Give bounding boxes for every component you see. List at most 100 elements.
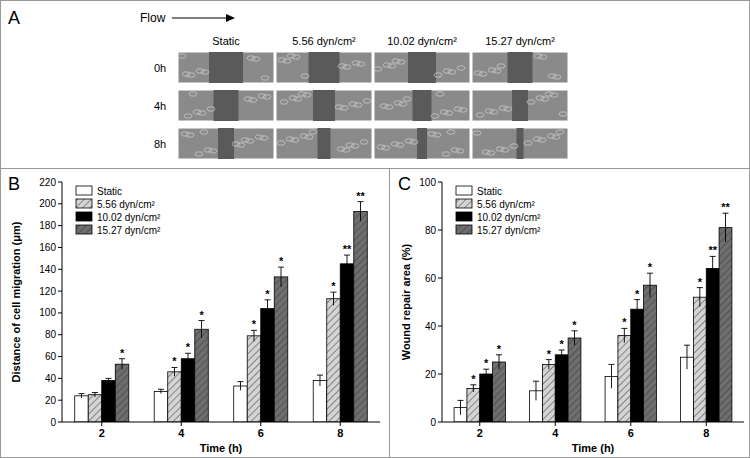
- y-tick-label: 60: [45, 351, 57, 362]
- micrograph: [276, 90, 372, 121]
- legend-swatch: [456, 199, 472, 208]
- x-tick-label: 6: [628, 427, 634, 439]
- legend: Static5.56 dyn/cm²10.02 dyn/cm²15.27 dyn…: [76, 186, 161, 236]
- panel-label: A: [8, 8, 20, 28]
- bar: [467, 388, 480, 422]
- x-tick-label: 2: [99, 427, 105, 439]
- bar: [644, 285, 657, 422]
- bar: [181, 359, 195, 422]
- x-axis-label: Time (h): [572, 442, 615, 454]
- bar: [568, 338, 581, 422]
- legend-label: 5.56 dyn/cm²: [477, 199, 535, 210]
- bar: [88, 395, 102, 422]
- x-tick-label: 4: [552, 427, 559, 439]
- y-tick: [438, 374, 442, 375]
- y-tick-label: 0: [50, 417, 56, 428]
- bar: [195, 329, 209, 422]
- bars: [454, 213, 732, 422]
- micrograph: [178, 128, 274, 159]
- bar: [261, 309, 275, 422]
- bar: [234, 386, 248, 422]
- error-bar: [572, 331, 578, 345]
- y-tick: [58, 247, 62, 248]
- x-axis-label: Time (h): [200, 442, 243, 454]
- bar: [480, 374, 493, 422]
- figure: AFlowStatic5.56 dyn/cm²10.02 dyn/cm²15.2…: [0, 0, 750, 458]
- y-tick-label: 220: [39, 177, 56, 188]
- micrograph: [276, 128, 372, 159]
- bar: [102, 381, 116, 422]
- error-bar: [265, 300, 271, 317]
- bar: [313, 381, 327, 422]
- micrograph: [374, 128, 470, 159]
- legend-label: 10.02 dyn/cm²: [97, 212, 161, 223]
- significance: *: [172, 355, 177, 367]
- bar: [327, 299, 341, 422]
- error-bar: [78, 394, 84, 398]
- error-bar: [171, 367, 177, 376]
- error-bar: [358, 202, 364, 222]
- significance: **: [356, 190, 365, 202]
- x-tick: [706, 422, 707, 426]
- bar: [631, 309, 644, 422]
- y-axis-label: Distance of cell migration (μm): [10, 221, 22, 382]
- flow-arrow-head: [226, 14, 235, 22]
- y-tick: [58, 203, 62, 204]
- bar: [693, 297, 706, 422]
- micrograph: [178, 90, 274, 121]
- y-tick: [58, 400, 62, 401]
- condition-label: 15.27 dyn/cm²: [485, 35, 555, 47]
- y-tick: [58, 291, 62, 292]
- y-tick: [58, 356, 62, 357]
- bar: [493, 362, 506, 422]
- error-bar: [684, 345, 690, 369]
- error-bar: [251, 330, 257, 341]
- y-tick-label: 180: [39, 220, 56, 231]
- y-tick: [58, 334, 62, 335]
- significance: *: [199, 309, 204, 321]
- legend: Static5.56 dyn/cm²10.02 dyn/cm²15.27 dyn…: [456, 186, 541, 236]
- y-tick-label: 80: [425, 225, 437, 236]
- legend-label: 15.27 dyn/cm²: [477, 225, 541, 236]
- error-bar: [496, 355, 502, 369]
- time-label: 0h: [154, 62, 166, 74]
- x-tick: [260, 422, 261, 426]
- bars: [75, 202, 368, 422]
- bar: [115, 364, 129, 422]
- frame: [1, 1, 750, 458]
- y-axis: [62, 182, 63, 422]
- y-tick-label: 160: [39, 242, 56, 253]
- y-tick-label: 100: [419, 177, 436, 188]
- micrograph: [472, 128, 568, 159]
- micrograph: [374, 90, 470, 121]
- y-tick-label: 0: [430, 417, 436, 428]
- error-bar: [634, 300, 640, 319]
- panel-label: C: [398, 174, 411, 194]
- significance: *: [265, 288, 270, 300]
- y-tick: [58, 225, 62, 226]
- time-label: 8h: [154, 138, 166, 150]
- legend-label: 15.27 dyn/cm²: [97, 225, 161, 236]
- legend-swatch: [76, 225, 92, 234]
- significance: *: [622, 316, 627, 328]
- y-tick: [438, 422, 442, 423]
- y-tick: [58, 378, 62, 379]
- legend-swatch: [76, 199, 92, 208]
- error-bar: [185, 353, 191, 364]
- x-tick: [340, 422, 341, 426]
- legend-label: Static: [477, 186, 502, 197]
- significance: *: [698, 276, 703, 288]
- micrograph: [472, 90, 568, 121]
- x-axis: [442, 422, 744, 423]
- bar: [247, 336, 261, 422]
- y-tick-label: 100: [39, 307, 56, 318]
- significance: *: [497, 343, 502, 355]
- error-bar: [533, 381, 539, 400]
- error-bar: [621, 328, 627, 342]
- x-axis: [62, 422, 380, 423]
- significance: **: [343, 243, 352, 255]
- panel-label: B: [8, 174, 20, 194]
- bar: [75, 396, 89, 422]
- error-bar: [199, 321, 205, 338]
- significance: *: [471, 373, 476, 385]
